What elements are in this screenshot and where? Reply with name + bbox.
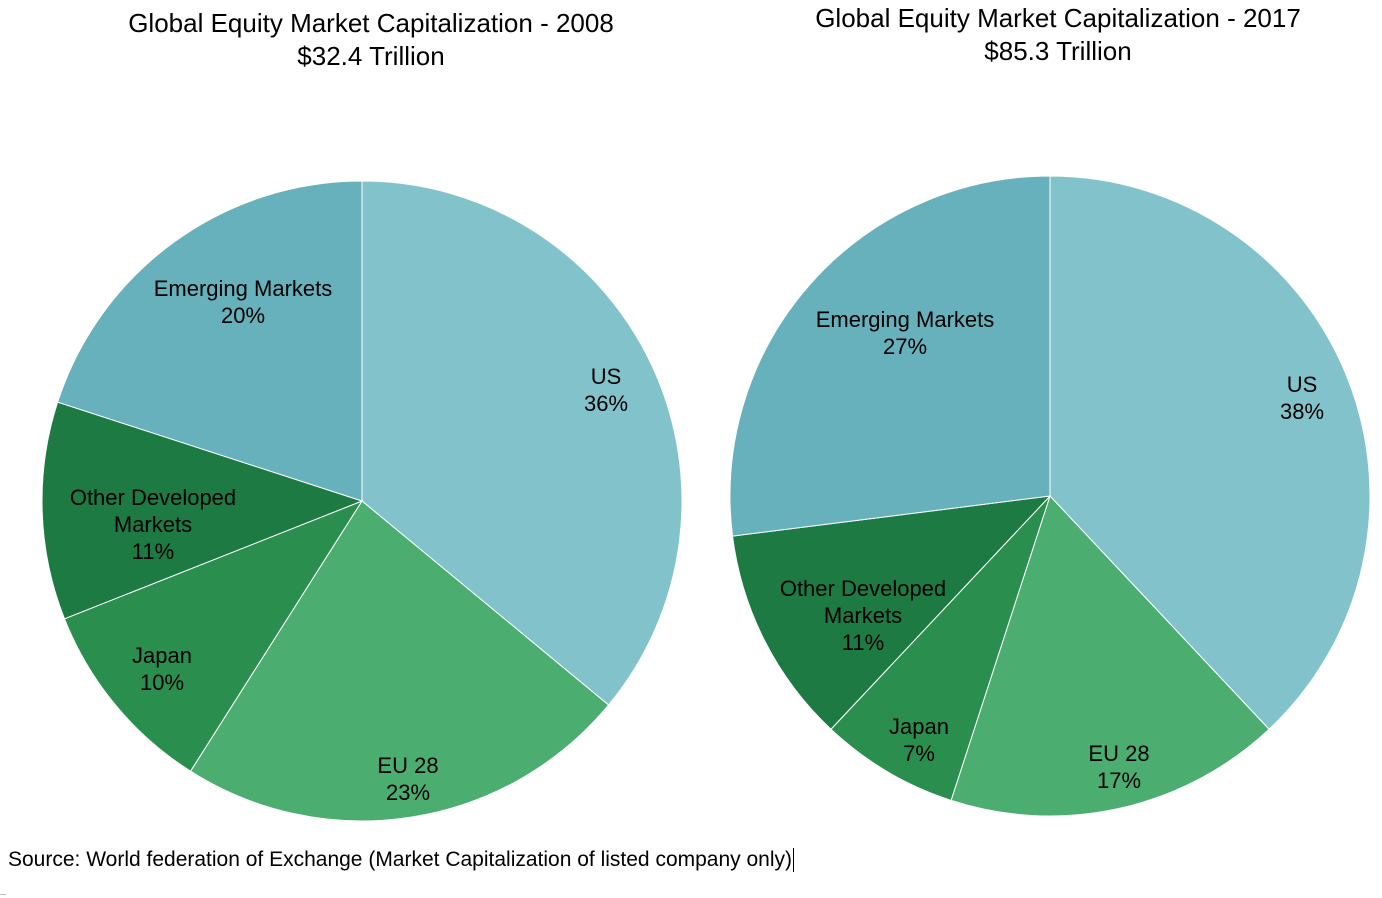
slice-label-emerging-markets-2008: Emerging Markets 20% <box>154 276 333 328</box>
slice-percent-label: 7% <box>903 741 935 766</box>
slice-percent-label: 11% <box>132 539 174 564</box>
pie-slice-emerging-markets-2017 <box>729 175 1051 537</box>
pie-slice-other-developed-markets-2017 <box>731 495 1052 730</box>
slice-percent-label: 38% <box>1280 399 1324 424</box>
pie-slice-eu-28-2017 <box>950 495 1270 817</box>
slice-label-other-developed-markets-2017: Other Developed Markets 11% <box>780 576 946 655</box>
pie-slice-eu-28-2008 <box>189 500 610 822</box>
corner-mark <box>0 894 6 895</box>
pie-slice-japan-2008 <box>63 499 364 772</box>
slice-label-eu-28-2017: EU 28 17% <box>1088 741 1149 793</box>
slice-label-us-2017: US 38% <box>1280 372 1324 424</box>
slice-label-japan-2017: Japan 7% <box>889 714 949 766</box>
source-text: Source: World federation of Exchange (Ma… <box>8 848 793 871</box>
slice-name-label: US <box>591 364 622 389</box>
labels-2017: US 38% EU 28 17% Japan 7% Other Developed Marke… <box>780 307 1324 793</box>
slice-label-us-2008: US 36% <box>584 364 628 416</box>
slice-percent-label: 20% <box>221 303 265 328</box>
chart-title-2008: Global Equity Market Capitalization - 20… <box>128 8 614 38</box>
slices-2017 <box>729 175 1371 817</box>
slice-percent-label: 17% <box>1097 768 1141 793</box>
slice-label-japan-2008: Japan 10% <box>132 643 192 695</box>
slice-name-label: Emerging Markets <box>816 307 995 332</box>
pie-chart-2017: Global Equity Market Capitalization - 20… <box>729 3 1371 817</box>
chart-title-2017: Global Equity Market Capitalization - 20… <box>815 3 1301 33</box>
slice-name-label: Other Developed <box>780 576 946 601</box>
slice-name-label: Other Developed <box>70 485 236 510</box>
slice-name-label: Emerging Markets <box>154 276 333 301</box>
source-note: Source: World federation of Exchange (Ma… <box>8 848 795 872</box>
slice-label-emerging-markets-2017: Emerging Markets 27% <box>816 307 995 359</box>
slice-name-label: Japan <box>132 643 192 668</box>
pie-chart-2008: Global Equity Market Capitalization - 20… <box>41 8 683 822</box>
slices-2008 <box>41 180 683 822</box>
slice-name-label: US <box>1287 372 1318 397</box>
chart-subtitle-2008: $32.4 Trillion <box>297 41 444 71</box>
slice-percent-label: 11% <box>842 630 884 655</box>
slice-name-label: Japan <box>889 714 949 739</box>
slice-label-other-developed-markets-2008: Other Developed Markets 11% <box>70 485 236 564</box>
labels-2008: US 36% EU 28 23% Japan 10% Other Developed Mark… <box>70 276 628 805</box>
slice-percent-label: 36% <box>584 391 628 416</box>
pie-slice-us-2017 <box>1049 175 1371 730</box>
pie-slice-us-2008 <box>361 180 683 706</box>
pie-slice-other-developed-markets-2008 <box>41 401 364 620</box>
slice-name-label: EU 28 <box>377 753 438 778</box>
slice-name-label: Markets <box>824 603 902 628</box>
slice-percent-label: 10% <box>140 670 184 695</box>
pie-slice-emerging-markets-2008 <box>57 180 363 502</box>
slice-name-label: EU 28 <box>1088 741 1149 766</box>
slice-percent-label: 23% <box>386 780 430 805</box>
slice-name-label: Markets <box>114 512 192 537</box>
slice-label-eu-28-2008: EU 28 23% <box>377 753 438 805</box>
chart-subtitle-2017: $85.3 Trillion <box>984 36 1131 66</box>
pie-slice-japan-2017 <box>830 495 1051 801</box>
slice-percent-label: 27% <box>883 334 927 359</box>
text-cursor <box>793 848 795 872</box>
